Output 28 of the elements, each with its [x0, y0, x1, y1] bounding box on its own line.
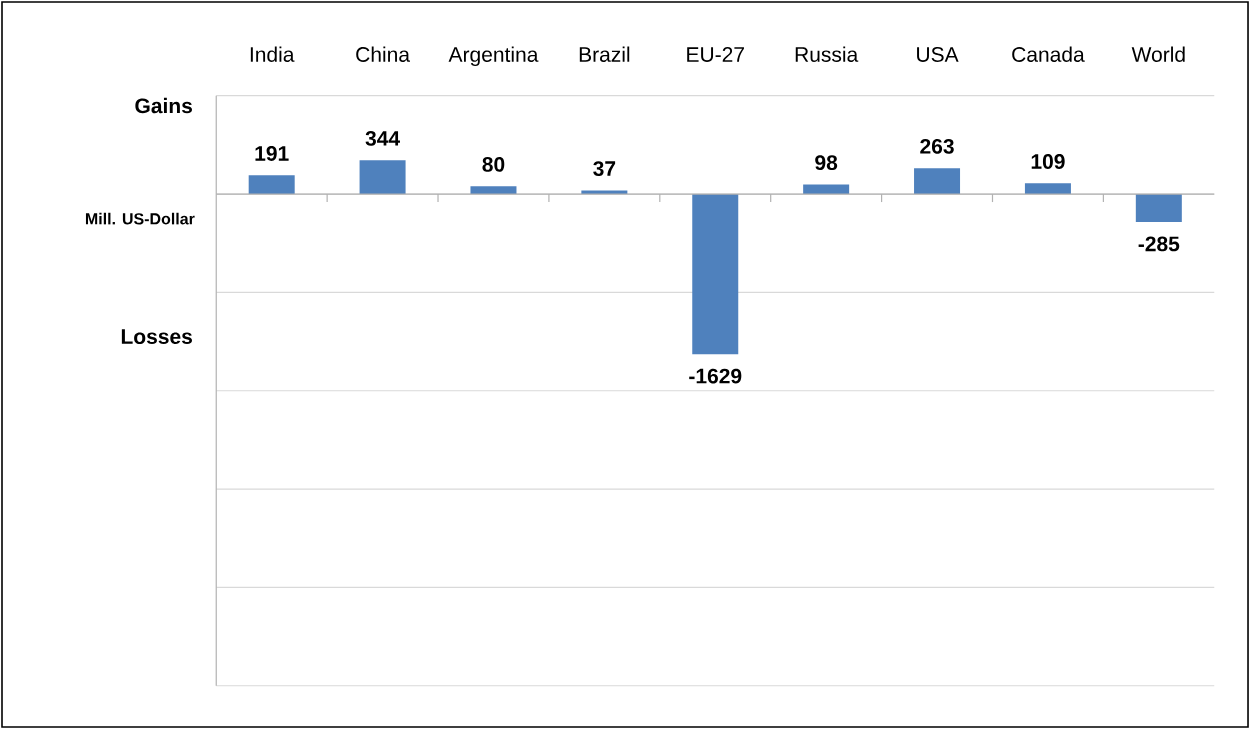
x-tick-label: China [356, 46, 411, 62]
data-label: 344 [365, 130, 400, 146]
data-label: 191 [255, 146, 289, 161]
x-tick-label: Canada [1012, 46, 1085, 62]
data-label: 37 [593, 161, 616, 177]
bar [914, 168, 961, 195]
text: Gains [135, 97, 192, 114]
bar [1024, 183, 1071, 195]
x-tick-label: USA [917, 47, 959, 62]
y-axis-title: Mill. US-Dollar [85, 212, 195, 225]
data-label: 109 [1031, 154, 1065, 169]
bar [692, 194, 739, 355]
bar [248, 175, 295, 195]
bar [1135, 194, 1182, 223]
x-tick-label: Argentina [448, 46, 539, 67]
x-tick-label: Brazil [579, 46, 630, 62]
text: Losses [121, 329, 192, 344]
data-label: 80 [482, 156, 505, 172]
data-label: 98 [815, 155, 838, 171]
data-label: -285 [1138, 236, 1180, 252]
data-label: 263 [920, 138, 954, 154]
x-tick-label: India [250, 46, 295, 62]
data-label: -1629 [689, 368, 742, 384]
x-tick-label: World [1131, 46, 1185, 62]
bar [359, 160, 406, 195]
x-tick-label: EU-27 [687, 47, 744, 62]
x-tick-label: Russia [795, 46, 859, 62]
bar [803, 184, 850, 195]
